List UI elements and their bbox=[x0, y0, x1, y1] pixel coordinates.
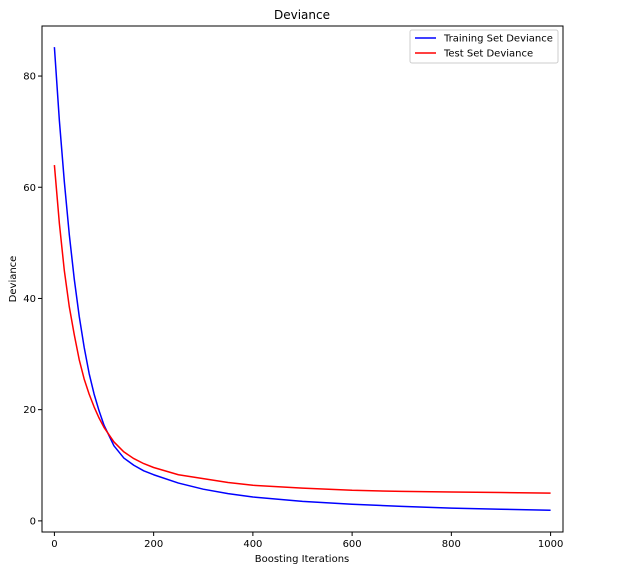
y-tick-label: 40 bbox=[23, 294, 36, 305]
axis-ticks: 0 200 400 600 800 1000 0 20 40 60 80 bbox=[23, 72, 563, 550]
y-tick-label: 80 bbox=[23, 72, 36, 83]
legend-label: Test Set Deviance bbox=[443, 49, 533, 60]
y-tick-label: 60 bbox=[23, 183, 36, 194]
y-tick-label: 0 bbox=[30, 516, 36, 527]
series-line-1 bbox=[53, 47, 551, 512]
legend-label: Training Set Deviance bbox=[443, 34, 553, 45]
chart-title: Deviance bbox=[274, 8, 330, 22]
series-lines bbox=[53, 47, 551, 512]
x-tick-label: 600 bbox=[343, 539, 362, 550]
x-tick-label: 200 bbox=[144, 539, 163, 550]
plot-area bbox=[42, 26, 563, 532]
y-tick-label: 20 bbox=[23, 405, 36, 416]
y-axis-label: Deviance bbox=[8, 256, 19, 303]
x-tick-label: 800 bbox=[442, 539, 461, 550]
legend-box bbox=[409, 29, 559, 64]
x-tick-label: 400 bbox=[243, 539, 262, 550]
x-tick-label: 1000 bbox=[538, 539, 563, 550]
legend: Training Set Deviance Test Set Deviance bbox=[409, 29, 559, 64]
x-axis-label: Boosting Iterations bbox=[255, 554, 350, 565]
x-tick-label: 0 bbox=[51, 539, 57, 550]
series-line-2 bbox=[53, 164, 551, 494]
plot-frame bbox=[41, 25, 564, 533]
